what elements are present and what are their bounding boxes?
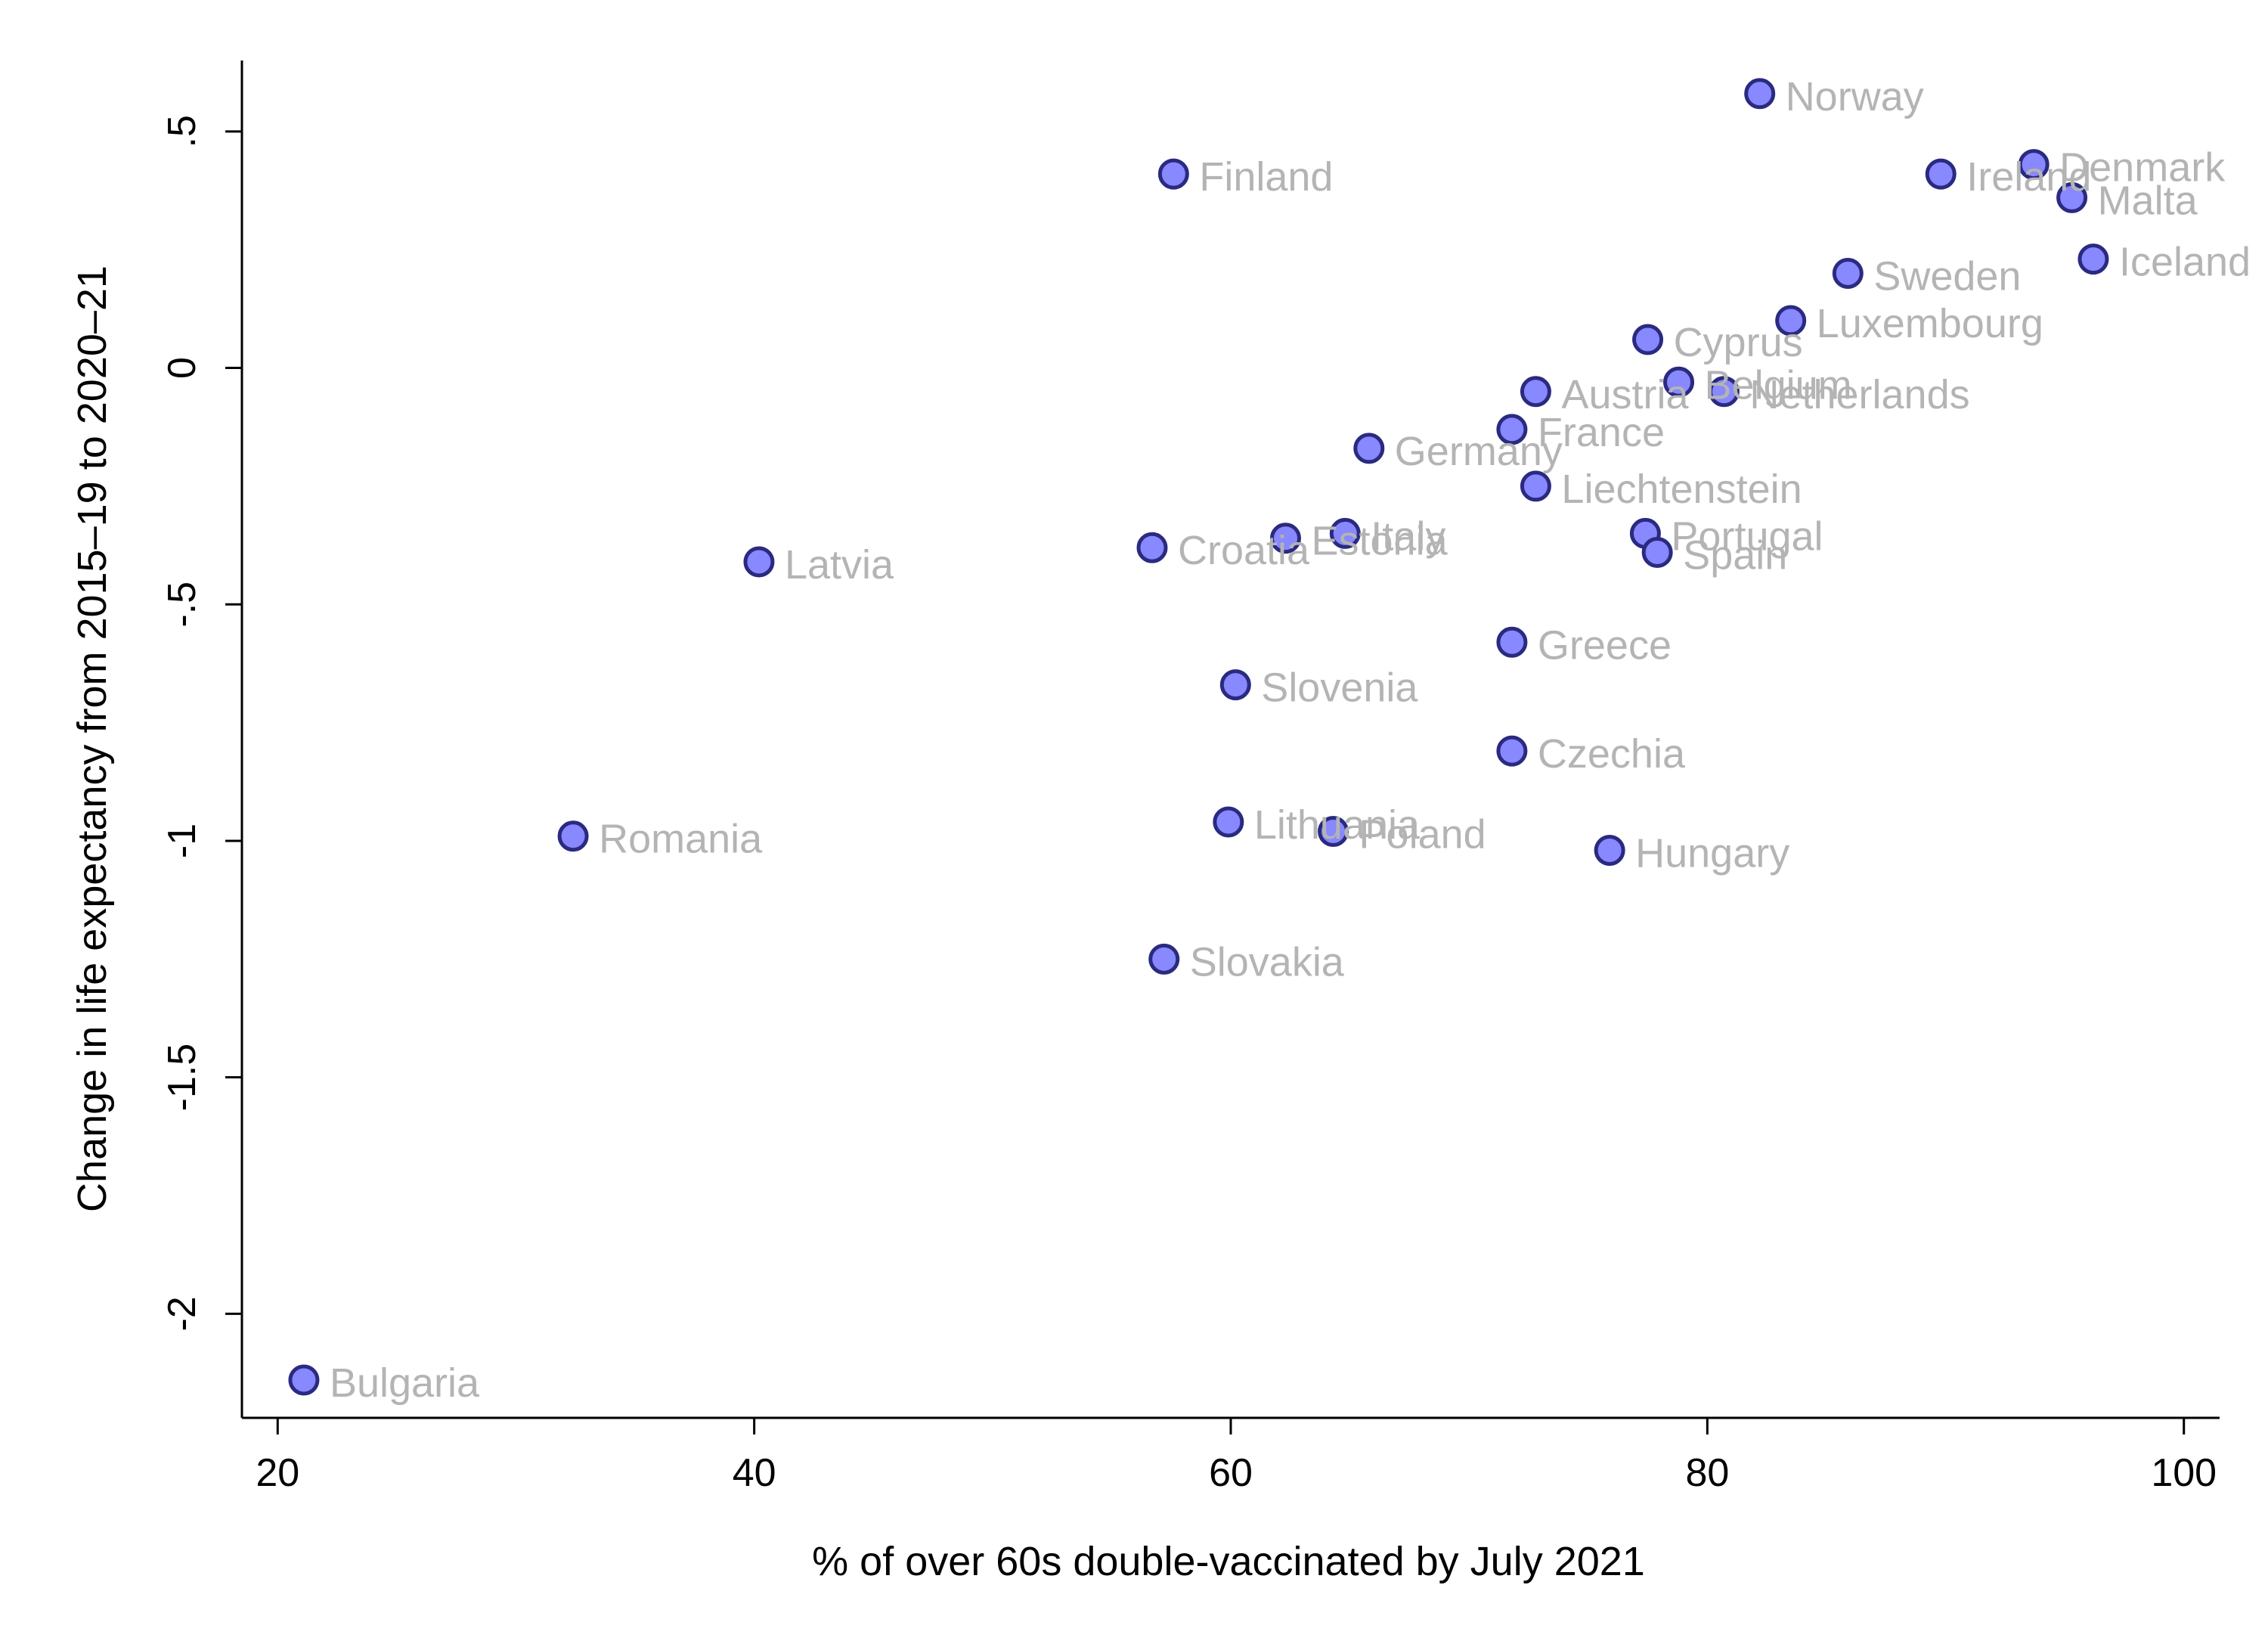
y-tick-label: 0 [160,357,204,379]
point-label: Spain [1683,532,1787,578]
point-label: Portugal [1671,513,1823,559]
y-ticks: .5 0 -.5 -1 -1.5 -2 [160,115,242,1332]
y-tick-label: .5 [160,115,204,147]
point-label: Germany [1395,429,1563,474]
data-point [1157,158,1189,190]
data-point [1496,735,1528,767]
data-point [1219,669,1251,701]
data-point [1318,815,1349,847]
y-axis-title: Change in life expectancy from 2015–19 t… [70,265,115,1212]
data-point [1708,376,1740,408]
point-label: Romania [599,817,763,862]
data-point [1663,366,1695,398]
data-point [1520,470,1551,502]
point-label: Bulgaria [330,1360,480,1406]
data-point [1213,806,1244,838]
data-point [2018,149,2050,181]
x-tick-label: 20 [256,1451,299,1495]
data-point [1775,305,1807,337]
data-point [1520,376,1551,408]
x-tick-label: 80 [1685,1451,1729,1495]
data-point [2077,243,2109,275]
data-point [1632,324,1664,355]
data-point [288,1364,320,1396]
point-label: Finland [1199,154,1333,200]
point-label: Belgium [1705,362,1852,408]
x-ticks: 20 40 60 80 100 [256,1418,2217,1495]
point-label: Croatia [1178,528,1310,573]
data-point [1641,536,1673,568]
x-tick-label: 60 [1209,1451,1253,1495]
point-label: Luxembourg [1817,301,2043,346]
point-label: Iceland [2119,240,2251,285]
y-tick-label: -.5 [160,582,204,628]
data-point [743,546,775,578]
x-axis-title: % of over 60s double-vaccinated by July … [812,1539,1645,1584]
data-point [1496,414,1528,445]
data-point [1136,532,1168,563]
point-label: Czechia [1538,731,1686,777]
point-label: Slovakia [1190,939,1345,985]
point-label: Slovenia [1261,665,1418,711]
data-point [1148,943,1180,975]
point-label: Norway [1786,74,1924,119]
data-point [1329,517,1361,549]
point-label: Hungary [1635,830,1789,876]
data-point [1925,158,1957,190]
y-tick-label: -1.5 [160,1044,204,1112]
point-label: Denmark [2059,145,2226,191]
point-label: Greece [1538,622,1672,668]
point-label: Estonia [1311,519,1448,564]
point-label: Poland [1359,811,1486,857]
point-label: Ireland [1966,154,2091,200]
y-tick-label: -1 [160,823,204,858]
data-point [1496,626,1528,658]
point-label: Malta [2098,178,2198,223]
data-point [2056,181,2088,213]
data-point [1269,523,1301,554]
point-label: Lithuania [1254,802,1421,848]
point-label: Netherlands [1749,372,1969,417]
x-tick-label: 40 [733,1451,776,1495]
x-tick-label: 100 [2151,1451,2217,1495]
point-label: Austria [1561,372,1689,417]
point-label: Cyprus [1674,320,1803,365]
data-point [557,820,589,852]
y-tick-label: -2 [160,1296,204,1331]
data-points [288,78,2109,1396]
data-point [1353,433,1385,464]
data-point [1594,834,1625,866]
point-label: Latvia [785,542,894,588]
point-label: Liechtenstein [1561,467,1802,512]
point-label: France [1538,410,1665,455]
point-label: Sweden [1873,253,2021,299]
data-point [1744,78,1776,110]
point-label: Italy [1371,513,1445,559]
data-point [1832,257,1864,289]
